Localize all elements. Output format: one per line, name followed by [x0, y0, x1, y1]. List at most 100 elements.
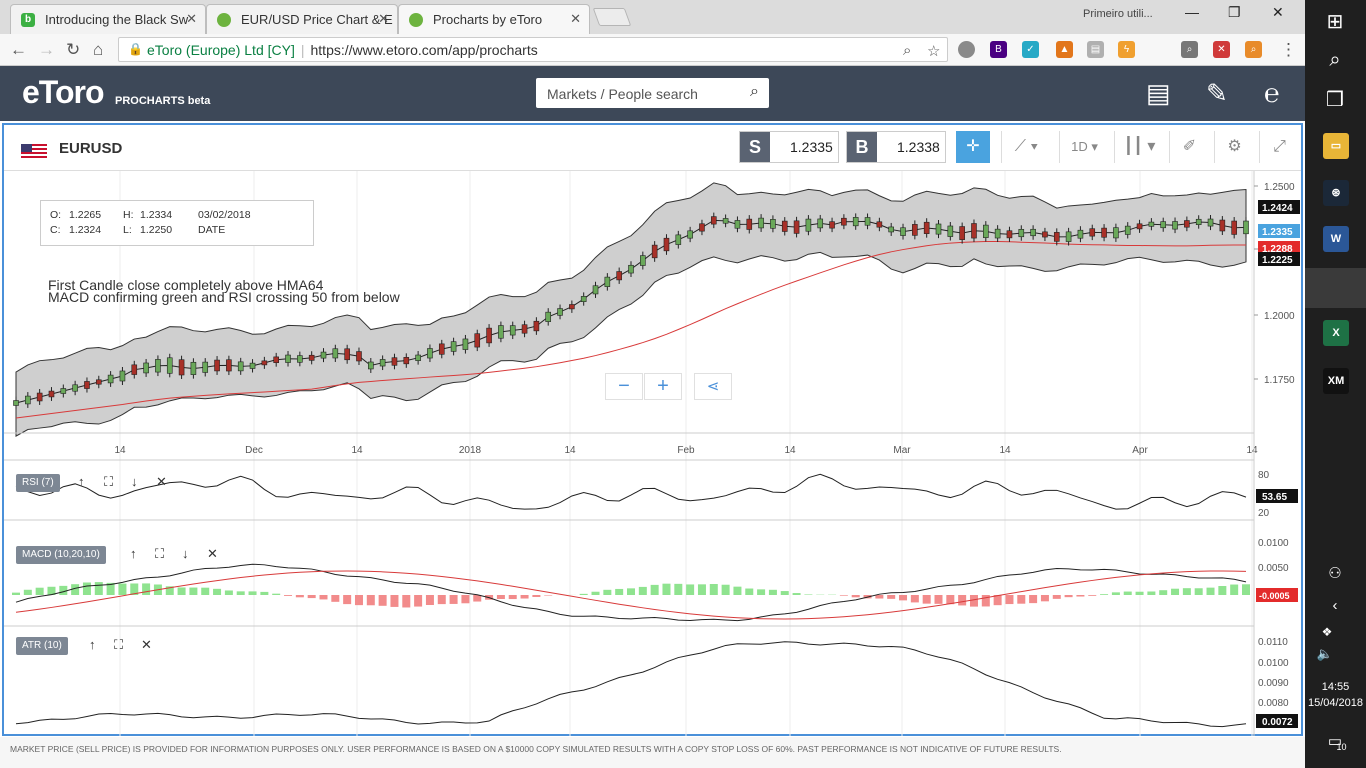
candles-icon[interactable]: ┃┃ ▾ — [1114, 131, 1164, 163]
buy-button[interactable]: B 1.2338 — [846, 131, 946, 163]
lens-ext-icon[interactable]: ⌕ — [1245, 41, 1262, 58]
search-input[interactable]: Markets / People search ⌕ — [536, 78, 769, 108]
chevron-left-icon[interactable]: ‹ — [1332, 597, 1338, 614]
back-icon[interactable]: ← — [10, 40, 27, 59]
macd-badge — [1256, 588, 1298, 602]
word-icon[interactable]: W — [1323, 226, 1349, 252]
profile-button[interactable]: Primeiro utili... — [1083, 8, 1153, 20]
forward-icon[interactable]: → — [38, 40, 55, 59]
pencil-icon[interactable]: ✎ — [1206, 78, 1228, 108]
candle-body — [959, 226, 965, 240]
macd-histogram-bar — [118, 583, 127, 595]
excel-icon[interactable]: X — [1323, 320, 1349, 346]
task-view-icon[interactable]: ❒ — [1326, 89, 1344, 111]
search-icon[interactable]: ⌕ — [1329, 49, 1341, 71]
close-icon[interactable]: ✕ — [156, 474, 167, 489]
globe-ext-icon[interactable] — [958, 41, 975, 58]
macd-histogram-bar — [934, 595, 943, 604]
expand-icon[interactable]: ⛶ — [114, 637, 124, 652]
expand-icon[interactable]: ⛶ — [104, 474, 114, 489]
clock-date[interactable]: 15/04/2018 — [1307, 697, 1364, 709]
arrow-up-icon[interactable]: ↑ — [89, 637, 96, 652]
steam-icon[interactable]: ⊛ — [1323, 180, 1349, 206]
macd-histogram-bar — [1005, 595, 1014, 605]
macd-panel: 0.0100 0.0050 -0.0005 — [12, 538, 1298, 622]
crosshair-icon[interactable]: ✛ — [956, 131, 990, 163]
symbol-label[interactable]: EURUSD — [59, 140, 123, 157]
macd-histogram-bar — [343, 595, 352, 605]
candle-body — [226, 359, 232, 372]
rsi-label[interactable]: RSI (7) — [16, 474, 60, 492]
candle-body — [1030, 228, 1036, 237]
notifications-icon[interactable]: ▭ — [1327, 733, 1343, 750]
dropbox-icon[interactable]: ❖ — [1321, 625, 1333, 639]
windows-start-icon[interactable]: ⊞ — [1326, 11, 1344, 33]
sell-button[interactable]: S 1.2335 — [739, 131, 839, 163]
reload-icon[interactable]: ↻ — [66, 40, 81, 59]
file-explorer-icon[interactable]: ▭ — [1323, 133, 1349, 159]
plus-icon[interactable]: + — [644, 373, 682, 400]
search-ext-icon[interactable]: ⌕ — [1181, 41, 1198, 58]
arrow-down-icon[interactable]: ↓ — [131, 474, 138, 489]
macd-histogram-bar — [461, 595, 470, 604]
star-icon[interactable]: ☆ — [927, 43, 941, 60]
timeframe-select[interactable]: 1D ▾ — [1059, 131, 1109, 163]
arrow-up-icon[interactable]: ↑ — [78, 474, 85, 489]
home-icon[interactable]: ⌂ — [93, 40, 104, 59]
expand-icon[interactable]: ⛶ — [155, 546, 165, 561]
tools-ext-icon[interactable]: ✕ — [1213, 41, 1230, 58]
maximize-icon[interactable]: ❐ — [1228, 4, 1241, 20]
minus-icon[interactable]: − — [605, 373, 643, 400]
active-app-highlight — [1305, 268, 1366, 308]
fullscreen-icon[interactable]: ⤢ — [1259, 131, 1299, 163]
rsi-tick-label: 20 — [1258, 508, 1270, 519]
candle-body — [1148, 221, 1155, 227]
layout-icon[interactable]: ▤ — [1146, 78, 1171, 108]
xm-icon[interactable]: XM — [1323, 368, 1349, 394]
ext-badge-icon[interactable]: ✓ — [1022, 41, 1039, 58]
pdf-ext-icon[interactable]: ▤ — [1087, 41, 1104, 58]
search-icon[interactable]: ⌕ — [750, 83, 759, 100]
tab-black-swan[interactable]: b Introducing the Black Sw ✕ — [10, 4, 206, 34]
volume-icon[interactable]: 🔈 — [1316, 646, 1334, 661]
close-window-icon[interactable]: ✕ — [1272, 4, 1284, 20]
chart-canvas[interactable]: 14 Dec 14 2018 14 Feb 14 Mar 14 Apr 14 1.2500 1.2250… — [4, 171, 1301, 736]
close-icon[interactable]: ✕ — [207, 546, 218, 561]
line-chart-icon[interactable]: ⟋ ▾ — [1001, 131, 1051, 163]
annotation-text[interactable]: MACD confirming green and RSI crossing 5… — [48, 289, 400, 305]
annotation-text[interactable]: First Candle close completely above HMA6… — [48, 277, 324, 293]
etoro-icon[interactable]: ℮ — [1264, 78, 1280, 108]
gear-icon[interactable]: ⚙ — [1214, 131, 1254, 163]
atr-line — [15, 641, 1247, 728]
close-tab-icon[interactable]: ✕ — [378, 11, 389, 26]
menu-icon[interactable]: ⋮ — [1280, 40, 1297, 59]
arrow-down-icon[interactable]: ↓ — [182, 546, 189, 561]
zoom-icon[interactable]: ⌕ — [903, 42, 912, 59]
date-value: 03/02/2018 — [198, 209, 251, 221]
candle-body — [746, 218, 753, 230]
tab-eurusd-price[interactable]: EUR/USD Price Chart & E ✕ — [206, 4, 398, 34]
bolt-ext-icon[interactable]: ϟ — [1118, 41, 1135, 58]
atr-label[interactable]: ATR (10) — [16, 637, 68, 655]
new-tab-button[interactable] — [592, 8, 632, 26]
band-fill — [15, 182, 1247, 437]
close-tab-icon[interactable]: ✕ — [186, 11, 197, 26]
omnibox[interactable]: 🔒 eToro (Europe) Ltd [CY] | https://www.et… — [118, 37, 948, 62]
etoro-header: eToro PROCHARTS beta Markets / People se… — [0, 66, 1305, 121]
share-icon[interactable]: ⋖ — [694, 373, 732, 400]
close-tab-icon[interactable]: ✕ — [570, 11, 581, 26]
minimize-icon[interactable]: — — [1185, 4, 1199, 20]
l-value: 1.2250 — [140, 224, 173, 236]
etoro-logo[interactable]: eToro — [22, 74, 105, 110]
close-icon[interactable]: ✕ — [141, 637, 152, 652]
notification-count: 10 — [1336, 742, 1347, 752]
draw-icon[interactable]: ✐ — [1169, 131, 1209, 163]
people-icon[interactable]: ⚇ — [1328, 565, 1342, 582]
metamask-icon[interactable]: ▲ — [1056, 41, 1073, 58]
tab-procharts[interactable]: Procharts by eToro ✕ — [398, 4, 590, 34]
macd-label[interactable]: MACD (10,20,10) — [16, 546, 106, 564]
clock-time[interactable]: 14:55 — [1321, 681, 1350, 693]
arrow-up-icon[interactable]: ↑ — [130, 546, 137, 561]
b-ext-icon[interactable]: B — [990, 41, 1007, 58]
favicon-icon — [409, 13, 423, 27]
